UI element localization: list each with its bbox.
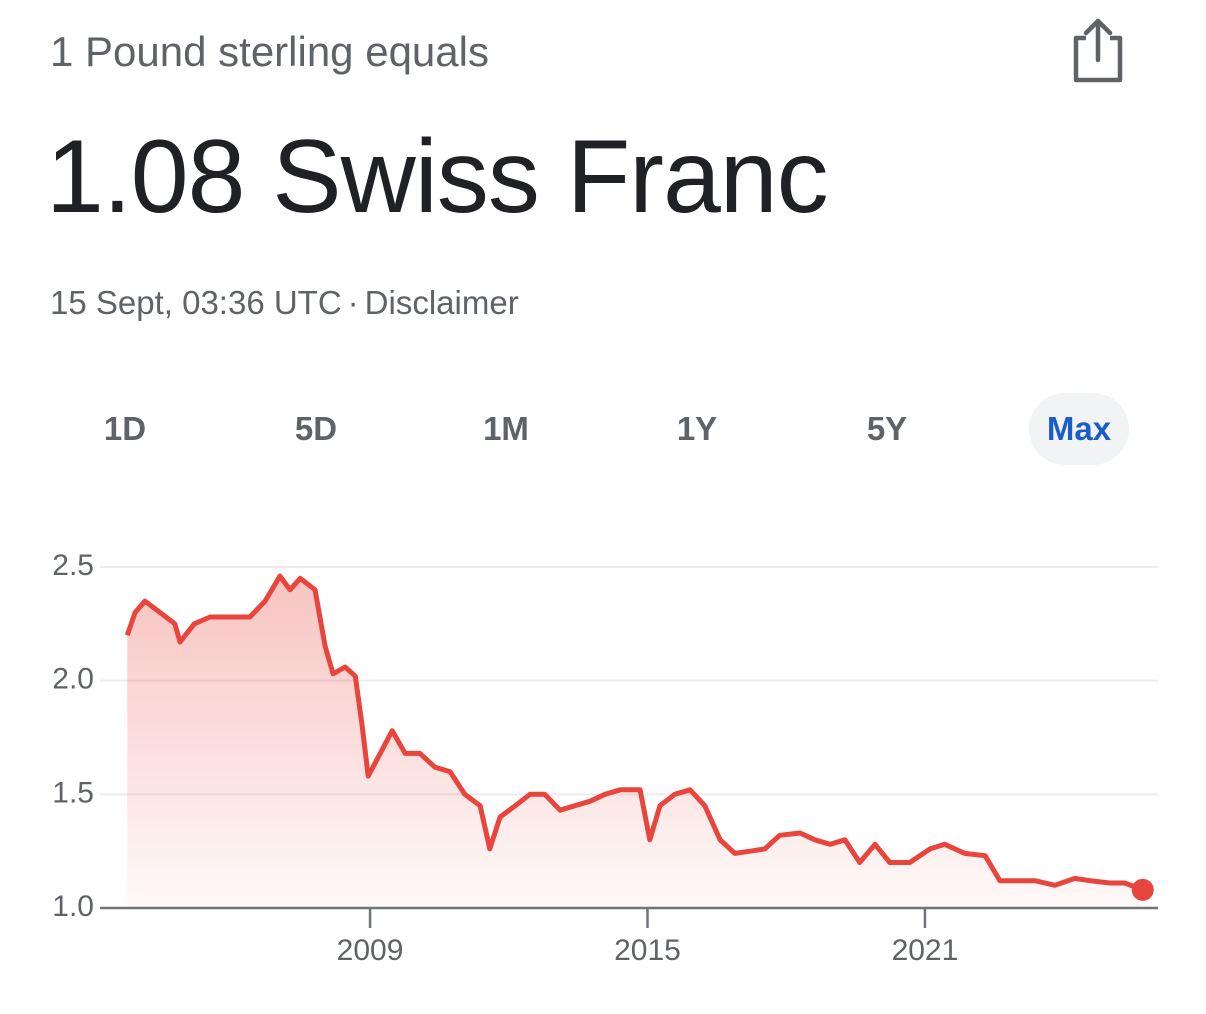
subtitle: 1 Pound sterling equals — [50, 28, 489, 75]
disclaimer-link[interactable]: Disclaimer — [364, 284, 519, 321]
meta: 15 Sept, 03:36 UTC · Disclaimer — [50, 284, 525, 322]
x-tick-label: 2021 — [892, 934, 959, 967]
last-point — [1131, 878, 1154, 901]
y-tick-label: 1.0 — [52, 890, 94, 923]
timestamp: 15 Sept, 03:36 UTC — [50, 284, 342, 321]
range-tabs: 1D 5D 1M 1Y 5Y Max — [0, 393, 1206, 465]
separator: · — [347, 284, 359, 321]
range-tab[interactable]: 1Y — [676, 410, 718, 447]
y-tick-label: 1.5 — [52, 776, 94, 809]
share-button[interactable] — [1068, 16, 1128, 86]
range-tab[interactable]: 5D — [294, 410, 338, 447]
chart: 1.0 1.5 2.0 2.5 2009 2015 2021 — [52, 549, 1158, 967]
y-tick-label: 2.5 — [52, 549, 94, 582]
x-tick-label: 2015 — [614, 934, 681, 967]
area-fill — [127, 576, 1143, 908]
y-tick-label: 2.0 — [52, 663, 94, 696]
range-tab[interactable]: Max — [1029, 393, 1129, 465]
range-tab[interactable]: 1D — [103, 410, 147, 447]
range-tab[interactable]: 1M — [483, 410, 529, 447]
headline: 1.08 Swiss Franc — [46, 119, 829, 235]
range-tab[interactable]: 5Y — [866, 410, 908, 447]
x-tick-label: 2009 — [337, 934, 404, 967]
price-line — [124, 573, 1144, 893]
